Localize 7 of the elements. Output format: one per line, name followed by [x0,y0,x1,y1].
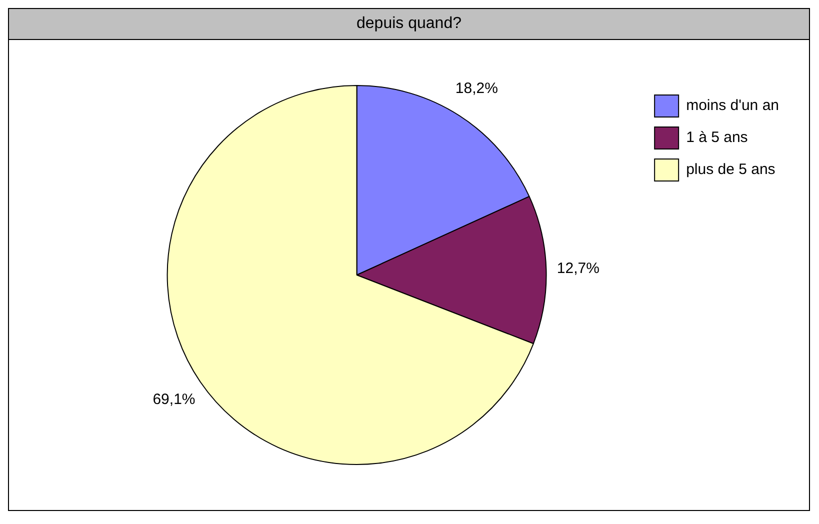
data-label: 12,7% [556,260,600,277]
data-label: 69,1% [152,391,196,408]
legend-label: 1 à 5 ans [686,129,748,146]
legend-label: plus de 5 ans [686,161,776,178]
data-label: 18,2% [455,80,498,97]
legend-label: moins d'un an [686,97,780,114]
chart-title: depuis quand? [9,9,809,40]
